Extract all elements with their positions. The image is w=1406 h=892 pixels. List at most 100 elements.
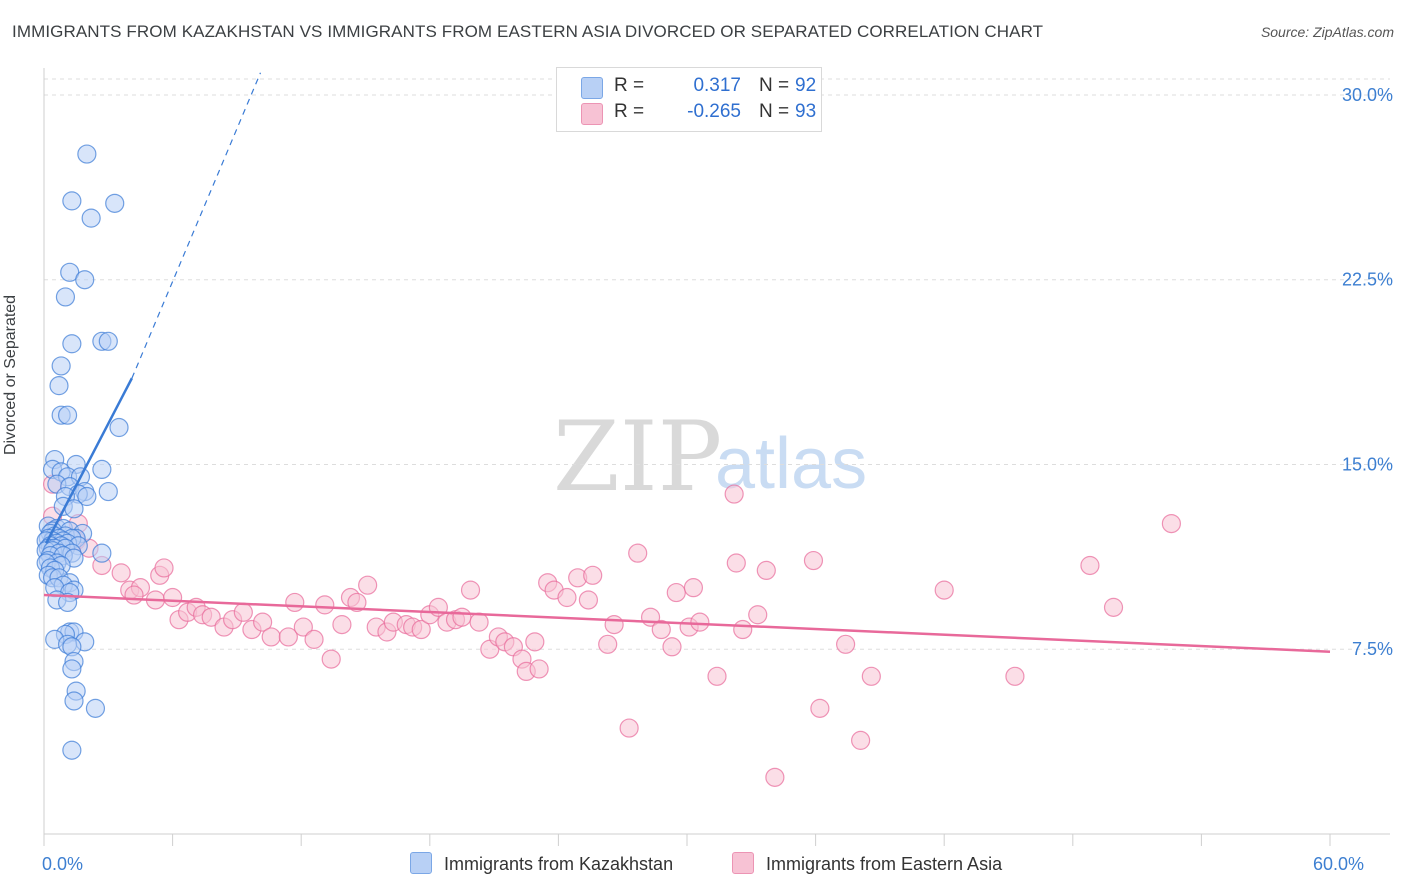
watermark-zip: ZIP — [553, 401, 722, 513]
kazakhstan-point — [77, 144, 97, 164]
kazakhstan-point — [85, 698, 106, 718]
eastern-asia-point — [662, 637, 682, 657]
eastern-asia-point — [347, 592, 367, 613]
eastern-asia-point — [651, 619, 671, 640]
kazakhstan-point — [57, 405, 78, 425]
eastern-asia-point — [803, 550, 824, 571]
eastern-asia-point — [111, 563, 131, 583]
eastern-asia-point — [469, 612, 489, 632]
eastern-asia-point — [529, 659, 549, 679]
eastern-asia-point — [604, 615, 624, 635]
eastern-asia-point — [411, 619, 431, 640]
x-tick-label: 60.0% — [1313, 854, 1364, 874]
eastern-asia-point — [293, 617, 313, 637]
eastern-asia-point — [233, 602, 253, 622]
kazakhstan-point — [98, 331, 118, 351]
eastern-asia-point — [836, 634, 856, 654]
y-tick-label: 7.5% — [1352, 639, 1393, 659]
y-tick-label: 15.0% — [1342, 454, 1393, 474]
eastern-asia-point — [583, 565, 603, 585]
legend-kazakhstan: Immigrants from Kazakhstan — [410, 852, 673, 875]
r-label: R = — [614, 75, 645, 96]
source-credit: Source: ZipAtlas.com — [1260, 24, 1394, 40]
eastern-asia-point — [154, 558, 174, 578]
eastern-asia-point — [724, 484, 744, 504]
eastern-asia-point — [810, 698, 830, 718]
eastern-asia-point — [315, 595, 335, 615]
kazakhstan-point — [105, 193, 125, 213]
eastern-asia-point — [358, 575, 378, 595]
pink-swatch — [581, 103, 603, 125]
eastern-asia-point — [726, 553, 746, 573]
eastern-asia-point — [1080, 555, 1100, 576]
kazakhstan-point — [49, 376, 69, 396]
eastern-asia-point — [525, 632, 545, 652]
eastern-asia-point — [666, 582, 686, 603]
eastern-asia-trend-line — [43, 593, 1331, 653]
eastern-asia-point — [321, 649, 341, 669]
x-tick-label: 0.0% — [42, 854, 83, 874]
eastern-asia-point — [707, 666, 727, 686]
eastern-asia-point — [285, 592, 305, 613]
kazakhstan-point — [81, 208, 101, 228]
eastern-asia-point — [201, 607, 221, 627]
eastern-asia-point — [261, 627, 281, 647]
legend-eastern-asia: Immigrants from Eastern Asia — [732, 852, 1002, 875]
eastern-asia-point — [628, 543, 648, 563]
r-label: R = — [614, 101, 645, 122]
eastern-asia-point — [748, 605, 768, 625]
eastern-asia-point — [124, 585, 144, 605]
eastern-asia-point — [278, 627, 298, 647]
kazakhstan-point — [92, 459, 112, 480]
r-value: 0.317 — [693, 75, 741, 96]
r-value: -0.265 — [687, 101, 741, 122]
kazakhstan-point — [62, 334, 82, 354]
kazakhstan-point — [109, 417, 129, 438]
eastern-asia-point — [1161, 513, 1181, 534]
eastern-asia-point — [756, 560, 776, 581]
gridlines — [44, 78, 1390, 650]
eastern-asia-point — [683, 578, 704, 598]
n-label: N = — [759, 101, 790, 122]
eastern-asia-point — [253, 612, 273, 632]
eastern-asia-point — [1005, 666, 1025, 686]
data-points — [36, 144, 1181, 787]
eastern-asia-point — [690, 612, 710, 632]
n-label: N = — [759, 75, 790, 96]
legend-eastern-asia-label: Immigrants from Eastern Asia — [766, 854, 1003, 874]
eastern-asia-point — [578, 590, 599, 610]
eastern-asia-point — [460, 580, 481, 600]
kazakhstan-trend-extension — [131, 72, 262, 379]
eastern-asia-point — [332, 615, 352, 635]
kazakhstan-point — [51, 356, 71, 376]
eastern-asia-point — [598, 634, 618, 654]
kazakhstan-point — [55, 287, 76, 307]
eastern-asia-point — [452, 607, 472, 627]
kazakhstan-trend-line — [45, 377, 133, 544]
kazakhstan-point — [62, 659, 82, 679]
y-tick-label: 30.0% — [1342, 85, 1393, 105]
axes — [43, 68, 1390, 846]
pink-swatch — [732, 852, 754, 874]
eastern-asia-point — [733, 619, 753, 640]
kazakhstan-point — [57, 592, 78, 613]
n-value: 93 — [795, 101, 817, 122]
n-value: 92 — [795, 75, 817, 96]
kazakhstan-point — [62, 191, 82, 211]
watermark: ZIP atlas — [553, 401, 867, 513]
eastern-asia-point — [619, 718, 639, 738]
eastern-asia-point — [557, 587, 577, 608]
eastern-asia-point — [1103, 597, 1124, 617]
eastern-asia-point — [765, 767, 785, 787]
eastern-asia-point — [934, 580, 954, 600]
kazakhstan-point — [64, 691, 84, 711]
eastern-asia-point — [163, 587, 183, 608]
y-tick-label: 22.5% — [1342, 270, 1393, 290]
correlation-legend: R = 0.317 N = 92 R = -0.265 N = 93 — [556, 67, 822, 132]
eastern-asia-point — [861, 666, 881, 686]
kazakhstan-point — [77, 486, 97, 507]
blue-swatch — [581, 77, 603, 99]
eastern-asia-point — [851, 730, 871, 750]
kazakhstan-point — [92, 543, 112, 563]
